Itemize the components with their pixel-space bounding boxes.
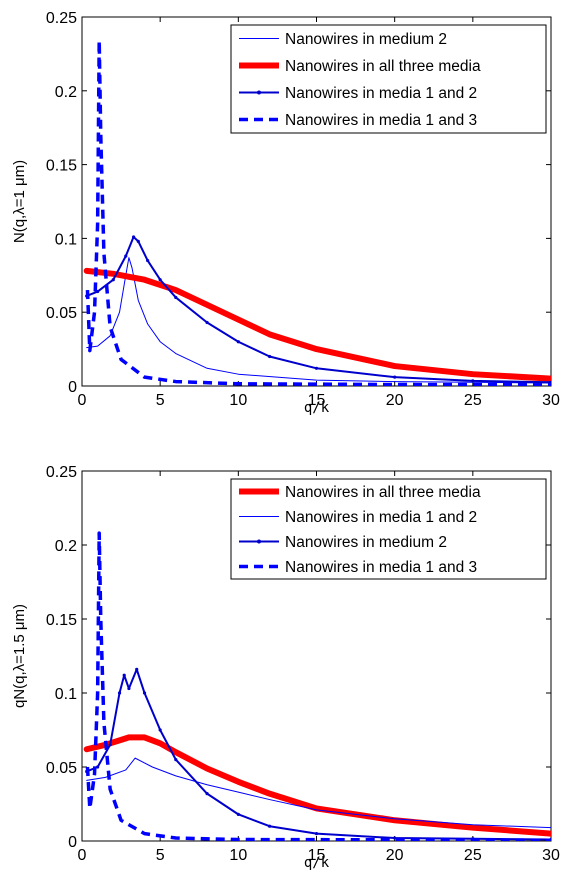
legend-marker (257, 539, 261, 544)
x-axis-label: q/k (304, 855, 330, 871)
y-axis-label: N(q,λ=1 μm) (11, 160, 28, 243)
x-tick-label: 15 (308, 847, 326, 864)
series-point (135, 667, 139, 671)
series-line-2 (86, 757, 551, 829)
series-point (96, 765, 100, 769)
series-point (393, 375, 397, 379)
y-tick-label: 0.1 (55, 686, 77, 703)
y-tick-label: 0.15 (46, 158, 77, 175)
legend: Nanowires in medium 2 Nanowires in all th… (230, 24, 547, 134)
series-point (236, 812, 240, 816)
legend: Nanowires in all three media Nanowires in… (230, 478, 547, 580)
chart-panel-2: 0 5 10 15 20 25 30 0 0.05 0.1 0.15 0.2 0.25 q/k qN(q,λ… (11, 464, 560, 871)
x-tick-label: 0 (78, 392, 87, 409)
y-tick-label: 0.2 (55, 84, 77, 101)
y-tick-label: 0 (68, 834, 77, 851)
x-tick-label: 15 (308, 392, 326, 409)
y-tick-label: 0 (68, 379, 77, 396)
series-line-1 (83, 734, 551, 837)
y-tick-label: 0.25 (46, 10, 77, 27)
chart-panel-1: 0 5 10 15 20 25 30 0 0.05 0.1 0.15 0.2 0.25 q/k N(q,λ=… (11, 10, 560, 416)
x-tick-label: 10 (229, 847, 247, 864)
x-tick-label: 25 (464, 847, 482, 864)
legend-box (230, 478, 547, 580)
x-tick-label: 20 (386, 392, 404, 409)
legend-label: Nanowires in media 1 and 3 (285, 559, 477, 576)
series-point (205, 320, 209, 325)
series-point (174, 758, 178, 762)
x-tick-label: 0 (78, 847, 87, 864)
series-point (174, 295, 178, 300)
legend-label: Nanowires in media 1 and 2 (285, 509, 477, 526)
series-line-1 (86, 257, 551, 384)
y-tick-label: 0.2 (55, 538, 77, 555)
legend-marker (257, 90, 261, 95)
series-point (136, 239, 140, 243)
x-tick-label: 30 (542, 847, 560, 864)
legend-label: Nanowires in all three media (285, 484, 481, 501)
x-tick-label: 5 (156, 847, 165, 864)
series-point (111, 278, 115, 282)
legend-label: Nanowires in media 1 and 2 (285, 85, 477, 102)
series-point (108, 743, 112, 747)
x-tick-label: 20 (386, 847, 404, 864)
series-point (393, 836, 397, 840)
series-line-4 (85, 531, 551, 841)
legend-box (230, 24, 547, 134)
x-tick-label: 10 (229, 392, 247, 409)
series-point (268, 354, 272, 359)
series-point (314, 366, 319, 370)
series-point (158, 278, 162, 282)
legend-label: Nanowires in media 1 and 3 (285, 112, 477, 129)
series-group (83, 531, 551, 841)
series-point (314, 832, 319, 836)
x-tick-label: 25 (464, 392, 482, 409)
x-tick-label: 5 (156, 392, 165, 409)
y-tick-label: 0.25 (46, 464, 77, 481)
series-point (122, 673, 126, 677)
x-axis-label: q/k (304, 400, 330, 416)
series-point (158, 728, 162, 732)
y-axis-label: qN(q,λ=1.5 μm) (11, 604, 28, 708)
series-group (83, 38, 551, 386)
series-point (142, 691, 147, 695)
series-point (124, 254, 128, 258)
series-point (205, 792, 209, 796)
series-point (146, 258, 150, 263)
legend-label: Nanowires in medium 2 (285, 534, 447, 551)
series-line-3 (85, 235, 551, 384)
series-point (236, 340, 240, 344)
legend-label: Nanowires in all three media (285, 58, 481, 75)
series-point (117, 691, 122, 695)
series-line-2 (83, 267, 551, 382)
legend-label: Nanowires in medium 2 (285, 31, 447, 48)
x-tick-label: 30 (542, 392, 560, 409)
y-tick-label: 0.05 (46, 760, 77, 777)
series-line-3 (85, 668, 551, 841)
series-point (127, 686, 131, 691)
y-tick-label: 0.1 (55, 231, 77, 248)
series-point (471, 379, 475, 383)
y-tick-label: 0.15 (46, 612, 77, 629)
series-point (131, 235, 136, 239)
series-line-4 (85, 38, 551, 386)
series-point (268, 824, 272, 828)
y-tick-label: 0.05 (46, 305, 77, 322)
